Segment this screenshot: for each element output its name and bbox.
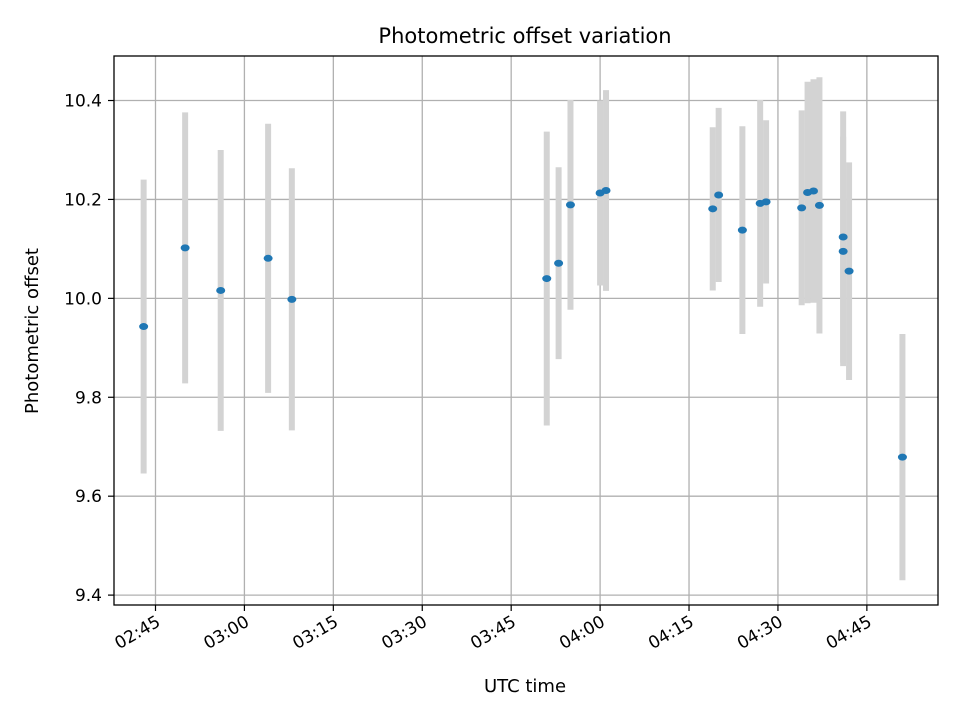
data-point bbox=[814, 201, 824, 209]
plot-frame bbox=[113, 55, 939, 606]
y-tick-label: 9.4 bbox=[75, 586, 102, 606]
y-axis: 9.4 9.6 9.8 10.0 10.2 10.4 bbox=[64, 92, 114, 606]
data-point bbox=[565, 201, 575, 209]
data-point bbox=[761, 198, 771, 206]
grid bbox=[114, 56, 938, 605]
data-point bbox=[737, 226, 747, 234]
data-point bbox=[797, 204, 807, 212]
data-point bbox=[542, 275, 552, 283]
x-axis-label: UTC time bbox=[484, 676, 566, 697]
data-point bbox=[809, 187, 819, 195]
y-tick-label: 9.6 bbox=[75, 487, 102, 507]
chart-title: Photometric offset variation bbox=[378, 24, 671, 48]
y-tick-label: 10.2 bbox=[64, 190, 102, 210]
data-points bbox=[139, 187, 907, 461]
data-point bbox=[216, 286, 226, 294]
data-point bbox=[554, 259, 564, 267]
data-point bbox=[844, 267, 854, 275]
data-point bbox=[601, 187, 611, 195]
data-point bbox=[838, 247, 848, 255]
data-point bbox=[714, 191, 724, 199]
y-tick-label: 9.8 bbox=[75, 388, 102, 408]
data-point bbox=[180, 244, 190, 252]
data-point bbox=[838, 233, 848, 241]
data-point bbox=[708, 205, 718, 213]
data-point bbox=[287, 295, 297, 303]
data-point bbox=[263, 254, 273, 262]
data-point bbox=[139, 323, 149, 331]
y-axis-label: Photometric offset bbox=[22, 248, 43, 414]
y-tick-label: 10.4 bbox=[64, 92, 102, 112]
y-tick-label: 10.0 bbox=[64, 289, 102, 309]
data-point bbox=[897, 453, 907, 461]
